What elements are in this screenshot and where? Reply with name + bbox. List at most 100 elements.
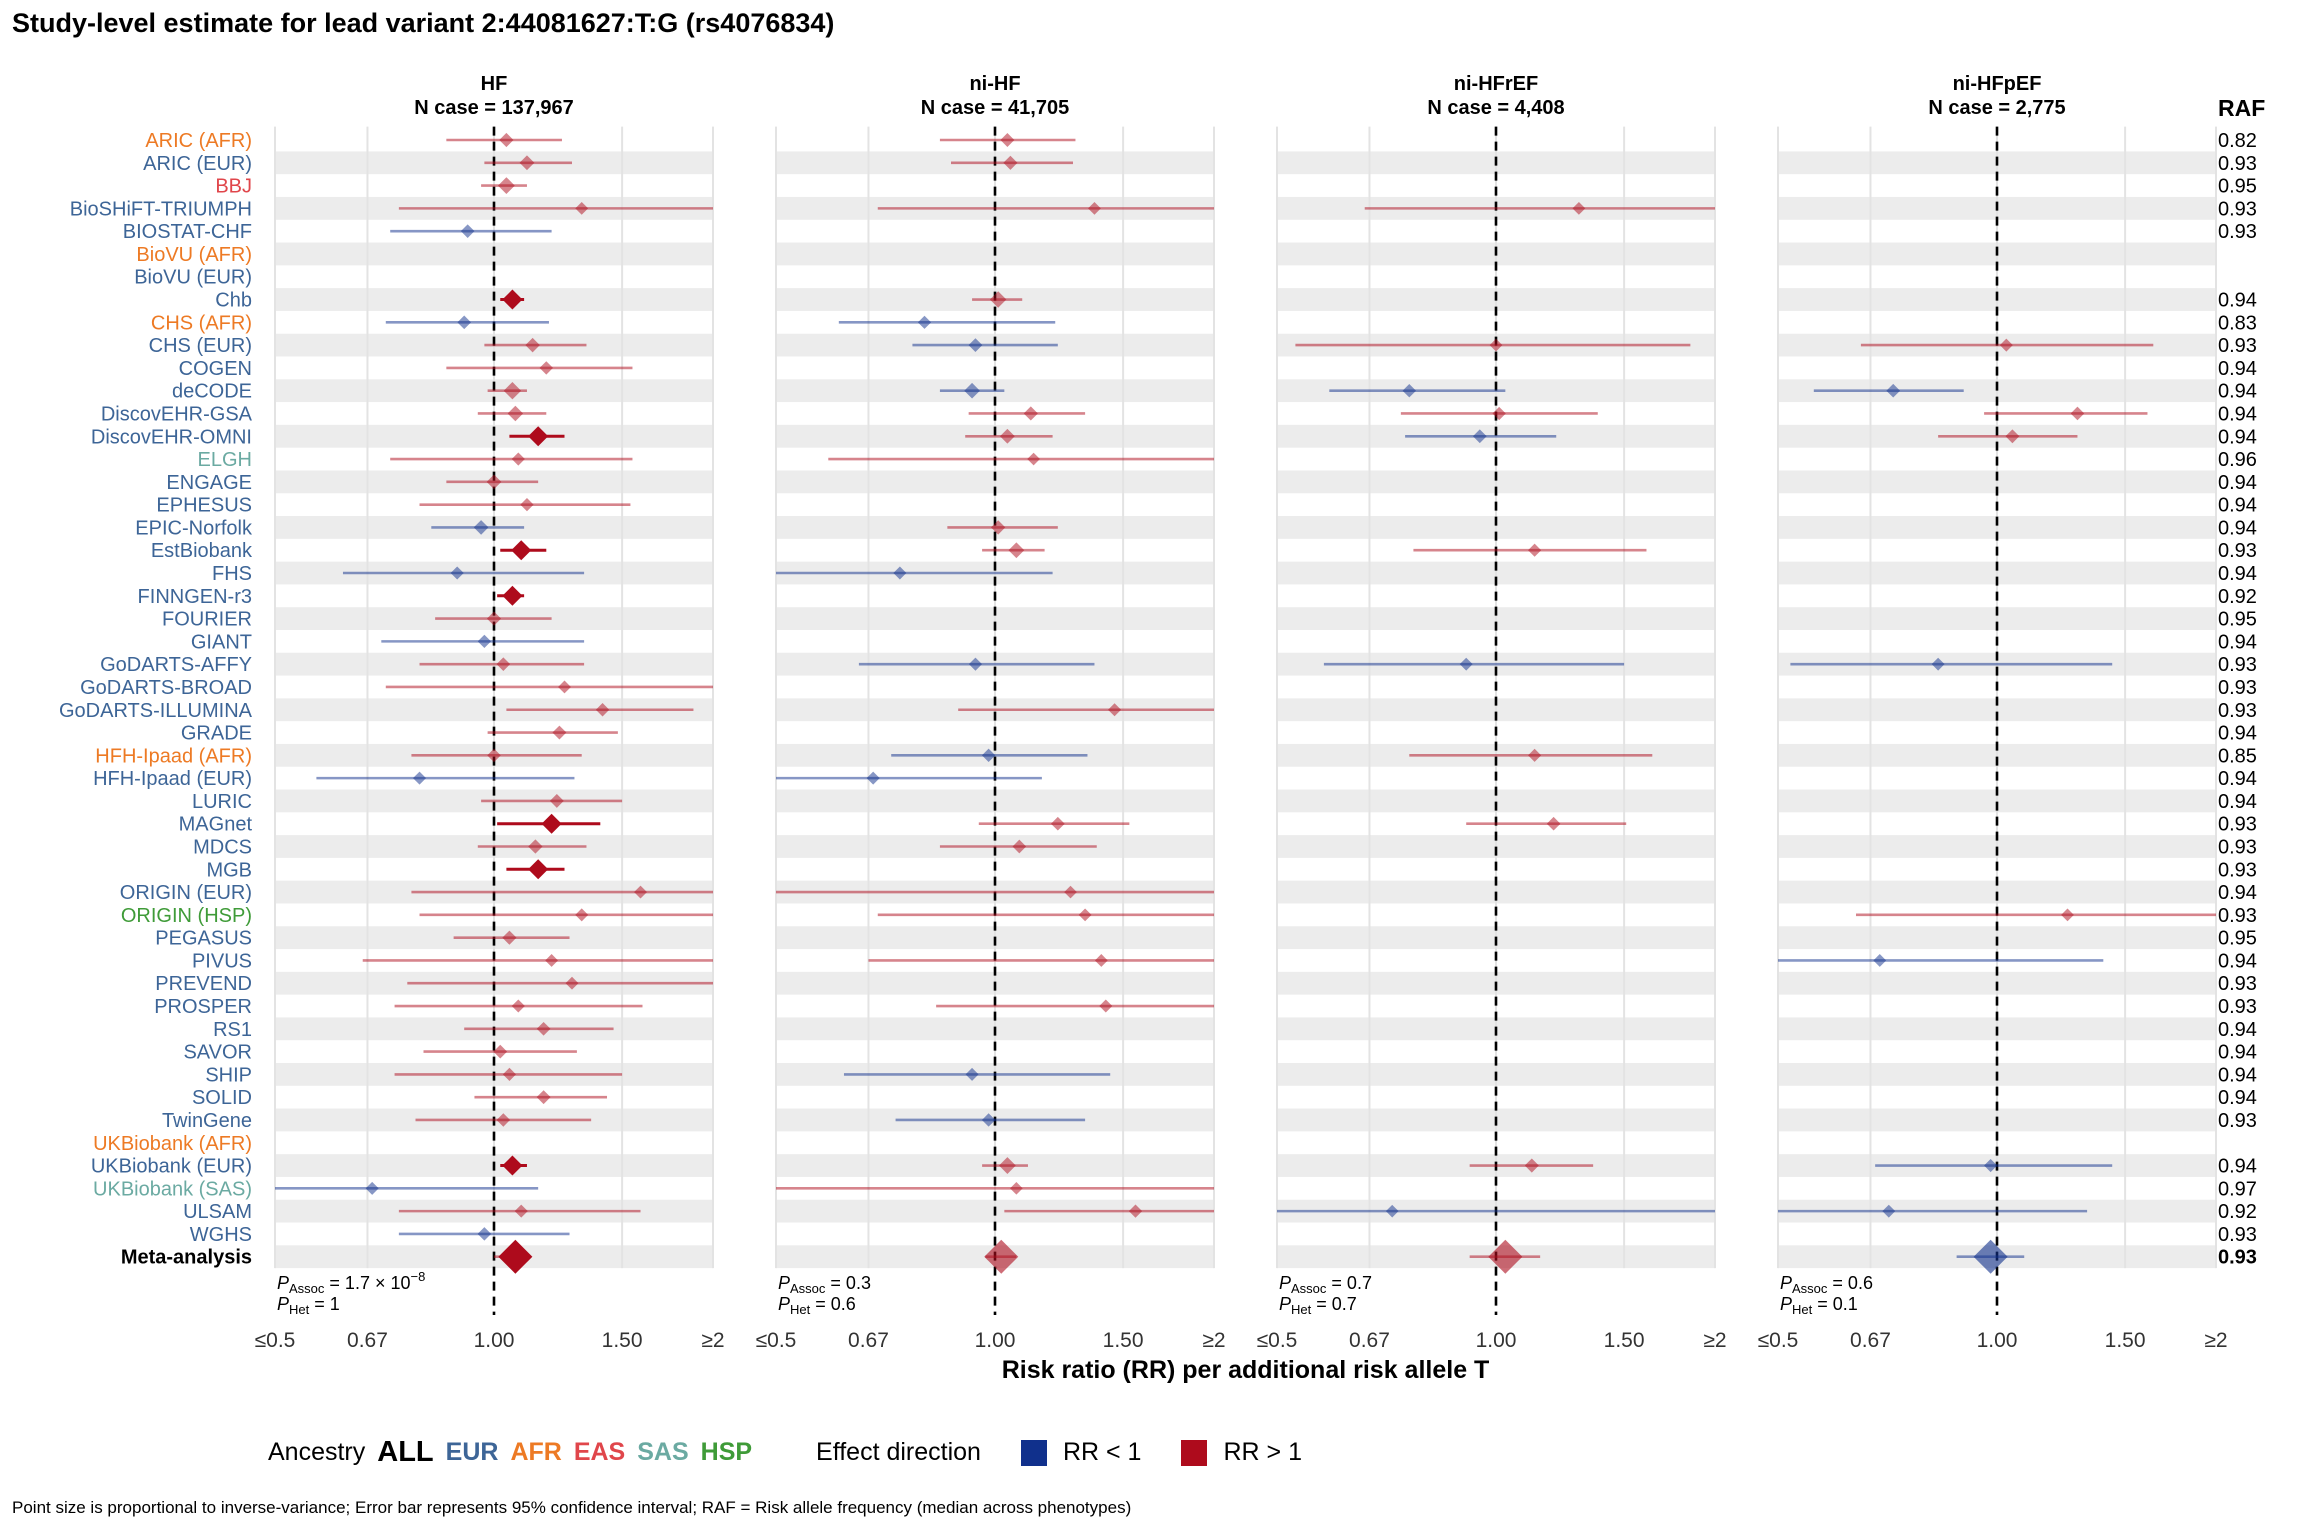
point-estimate xyxy=(1003,155,1018,170)
study-label: GoDARTS-BROAD xyxy=(80,677,252,699)
panel-n-case: N case = 41,705 xyxy=(921,97,1069,119)
p-het-annotation: PHet = 1 xyxy=(277,1294,340,1317)
panel-n-case: N case = 4,408 xyxy=(1427,97,1564,119)
point-estimate xyxy=(502,1067,516,1081)
point-estimate xyxy=(477,1227,492,1241)
point-estimate xyxy=(536,1021,551,1036)
point-estimate xyxy=(1088,201,1101,215)
study-label: MGB xyxy=(206,859,252,881)
point-estimate xyxy=(917,315,932,329)
panel-n-case: N case = 2,775 xyxy=(1928,97,2065,119)
point-estimate xyxy=(519,155,535,171)
study-label: UKBiobank (EUR) xyxy=(91,1156,252,1178)
point-estimate xyxy=(1873,954,1887,967)
study-label: PROSPER xyxy=(154,996,252,1018)
x-tick-label: 1.50 xyxy=(2105,1329,2146,1352)
raf-value: 0.93 xyxy=(2218,198,2257,220)
footnote: Point size is proportional to inverse-va… xyxy=(12,1498,1132,1517)
point-estimate xyxy=(984,1239,1019,1274)
point-estimate xyxy=(493,1044,508,1059)
point-estimate xyxy=(1999,338,2013,352)
raf-value: 0.94 xyxy=(2218,950,2257,972)
raf-value: 0.93 xyxy=(2218,859,2257,881)
point-estimates xyxy=(365,132,2085,1274)
point-estimate xyxy=(989,291,1007,308)
point-estimate xyxy=(565,976,579,990)
study-label: SAVOR xyxy=(183,1042,252,1064)
point-estimate xyxy=(968,657,983,671)
point-estimate xyxy=(981,1113,996,1127)
raf-value: 0.93 xyxy=(2218,677,2257,699)
point-estimate xyxy=(1546,816,1561,831)
chart-text: ARIC (AFR) 0.82 ARIC (EUR) 0.93 BBJ 0.95 BioSH… xyxy=(59,73,2265,1384)
chart-title: Study-level estimate for lead variant 2:… xyxy=(12,8,835,38)
point-estimate xyxy=(502,1155,523,1176)
raf-value: 0.94 xyxy=(2218,381,2257,403)
point-estimate xyxy=(595,703,610,717)
point-estimate xyxy=(1010,1182,1023,1195)
point-estimate xyxy=(520,498,534,512)
study-label: BBJ xyxy=(215,176,252,198)
p-het-annotation: PHet = 0.7 xyxy=(1279,1294,1357,1317)
point-estimate xyxy=(999,1157,1016,1174)
point-estimate xyxy=(486,474,502,490)
study-label: Meta-analysis xyxy=(121,1247,252,1269)
point-estimate xyxy=(539,361,553,375)
ancestry-legend-label: Ancestry xyxy=(268,1438,366,1466)
x-axis-title: Risk ratio (RR) per additional risk alle… xyxy=(1002,1356,1490,1384)
x-tick-label: ≥2 xyxy=(1202,1329,1225,1352)
ancestry-all: ALL xyxy=(377,1436,434,1468)
rr-lt-1-swatch xyxy=(1020,1439,1047,1466)
raf-value: 0.94 xyxy=(2218,1087,2257,1109)
reference-lines xyxy=(492,126,1999,1315)
study-label: BioVU (AFR) xyxy=(136,244,252,266)
p-het-annotation: PHet = 0.6 xyxy=(778,1294,856,1317)
point-estimate xyxy=(502,289,523,310)
point-estimate xyxy=(1064,885,1077,899)
raf-value: 0.82 xyxy=(2218,130,2257,152)
study-label: ORIGIN (EUR) xyxy=(120,882,252,904)
raf-value: 0.93 xyxy=(2218,335,2257,357)
p-assoc-annotation: PAssoc = 1.7 × 10−8 xyxy=(277,1269,425,1296)
study-label: COGEN xyxy=(179,358,252,380)
raf-value: 0.95 xyxy=(2218,176,2257,198)
raf-value: 0.95 xyxy=(2218,609,2257,631)
point-estimate xyxy=(503,381,522,400)
point-estimate xyxy=(1984,1158,1998,1173)
study-label: EPHESUS xyxy=(156,495,252,517)
point-estimate xyxy=(999,428,1015,444)
raf-value: 0.94 xyxy=(2218,290,2257,312)
study-label: CHS (AFR) xyxy=(151,312,252,334)
point-estimate xyxy=(507,405,524,422)
raf-value: 0.95 xyxy=(2218,928,2257,950)
x-tick-label: ≥2 xyxy=(1703,1329,1726,1352)
raf-value: 0.94 xyxy=(2218,723,2257,745)
x-tick-label: ≥2 xyxy=(701,1329,724,1352)
point-estimate xyxy=(477,634,492,649)
point-estimate xyxy=(528,426,549,447)
study-label: GoDARTS-ILLUMINA xyxy=(59,700,253,722)
point-estimate xyxy=(575,201,589,215)
raf-value: 0.93 xyxy=(2218,1224,2257,1246)
ancestry-sas: SAS xyxy=(637,1438,689,1466)
panel-title: HF xyxy=(481,73,508,95)
point-estimate xyxy=(575,908,589,922)
point-estimate xyxy=(502,930,517,945)
x-tick-label: 1.00 xyxy=(474,1329,515,1352)
point-estimate xyxy=(1094,954,1108,967)
point-estimate xyxy=(552,725,567,740)
study-label: ARIC (AFR) xyxy=(145,130,252,152)
point-estimate xyxy=(528,839,543,854)
point-estimate xyxy=(486,611,502,626)
study-label: MAGnet xyxy=(179,814,253,836)
panel-title: ni-HFpEF xyxy=(1953,73,2042,95)
study-label: PIVUS xyxy=(192,950,252,972)
point-estimate xyxy=(1027,452,1040,466)
point-estimate xyxy=(1973,1239,2008,1274)
point-estimate xyxy=(549,794,564,808)
raf-value: 0.92 xyxy=(2218,586,2257,608)
rr-lt-1-label: RR < 1 xyxy=(1062,1438,1142,1466)
point-estimate xyxy=(1012,839,1027,854)
study-label: ELGH xyxy=(198,449,252,471)
x-tick-label: 1.00 xyxy=(975,1329,1016,1352)
